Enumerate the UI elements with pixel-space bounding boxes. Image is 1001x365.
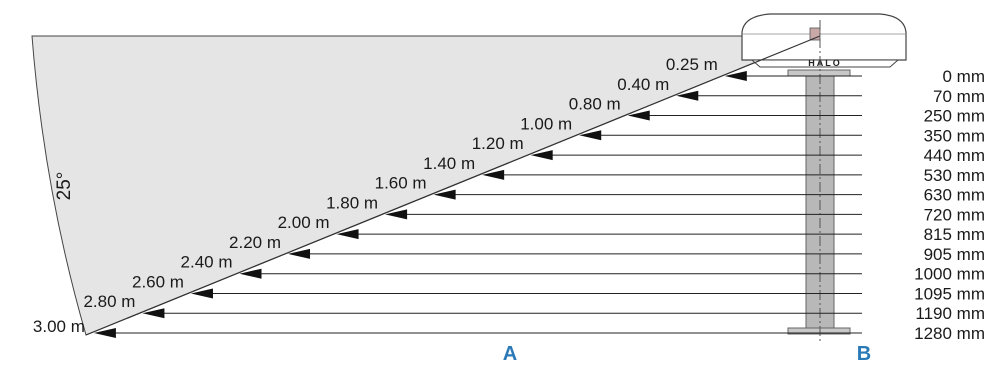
height-label: 1280 mm	[914, 324, 985, 343]
arrowhead	[93, 328, 116, 338]
height-label: 530 mm	[924, 166, 985, 185]
measurement-row: 2.80 m 1190 mm	[83, 292, 985, 323]
height-label: 1190 mm	[915, 304, 985, 323]
height-label: 905 mm	[924, 245, 985, 264]
distance-label: 2.20 m	[229, 233, 281, 252]
distance-label: 2.40 m	[181, 253, 233, 272]
measurement-row: 2.20 m 905 mm	[229, 233, 985, 264]
measurement-row: 1.40 m 530 mm	[423, 154, 985, 185]
arrowhead	[288, 248, 311, 259]
beam-sector	[31, 35, 821, 336]
measurement-row: 1.60 m 630 mm	[375, 174, 985, 205]
arrowhead	[433, 189, 456, 200]
distance-label: 3.00 m	[33, 317, 85, 336]
beam-angle-label: 25°	[54, 172, 75, 201]
distance-label: 1.20 m	[472, 134, 524, 153]
arrowhead	[627, 110, 650, 121]
height-label: 630 mm	[924, 186, 985, 205]
distance-label: 0.80 m	[569, 95, 621, 114]
arrowhead	[142, 308, 165, 319]
height-label: 350 mm	[924, 126, 985, 145]
arrowhead	[579, 130, 602, 141]
radar-dome: HALO	[741, 13, 907, 68]
measurement-row: 3.00 m 1280 mm	[33, 317, 985, 343]
distance-label: 0.40 m	[617, 75, 669, 94]
distance-label: 1.60 m	[375, 174, 427, 193]
arrowhead	[530, 150, 553, 161]
distance-label: 0.25 m	[666, 55, 718, 74]
beam-lower-edge	[85, 35, 821, 336]
measurement-row: 1.00 m 350 mm	[520, 114, 985, 145]
height-label: 440 mm	[924, 146, 985, 165]
measurement-rows: 0.25 m 0 mm 0.40 m 70 mm 0.80 m 250 mm 1.00 m 3…	[33, 35, 985, 343]
halo-logo: HALO	[808, 58, 842, 68]
arrowhead	[336, 229, 359, 240]
measurement-row: 2.40 m 1000 mm	[181, 253, 985, 284]
distance-label: 2.00 m	[278, 213, 330, 232]
distance-label: 1.80 m	[326, 193, 378, 212]
arrowhead	[385, 209, 408, 220]
height-label: 815 mm	[924, 225, 985, 244]
measurement-row: 1.20 m 440 mm	[472, 134, 985, 165]
axis-label-b: B	[857, 343, 871, 365]
arrowhead	[482, 169, 505, 180]
arrowhead	[676, 90, 699, 101]
measurement-row: 1.80 m 720 mm	[326, 193, 985, 224]
height-label: 250 mm	[924, 107, 985, 126]
mounting-pole	[787, 69, 851, 335]
distance-label: 2.60 m	[132, 272, 184, 291]
measurement-row: 2.60 m 1095 mm	[132, 272, 985, 303]
height-label: 720 mm	[924, 205, 985, 224]
axis-label-a: A	[503, 343, 517, 365]
distance-label: 2.80 m	[83, 292, 135, 311]
measurement-row: 0.40 m 70 mm	[617, 75, 985, 106]
height-label: 1000 mm	[914, 265, 985, 284]
measurement-row: 2.00 m 815 mm	[278, 213, 985, 244]
distance-label: 1.00 m	[520, 114, 572, 133]
arrowhead	[239, 268, 262, 279]
measurement-row: 0.80 m 250 mm	[569, 95, 985, 126]
height-label: 1095 mm	[914, 284, 985, 303]
height-label: 70 mm	[933, 87, 985, 106]
height-label: 0 mm	[943, 67, 986, 86]
arrowhead	[724, 71, 747, 81]
arrowhead	[190, 288, 213, 299]
measurement-row: 0.25 m 0 mm	[666, 55, 985, 86]
distance-label: 1.40 m	[423, 154, 475, 173]
